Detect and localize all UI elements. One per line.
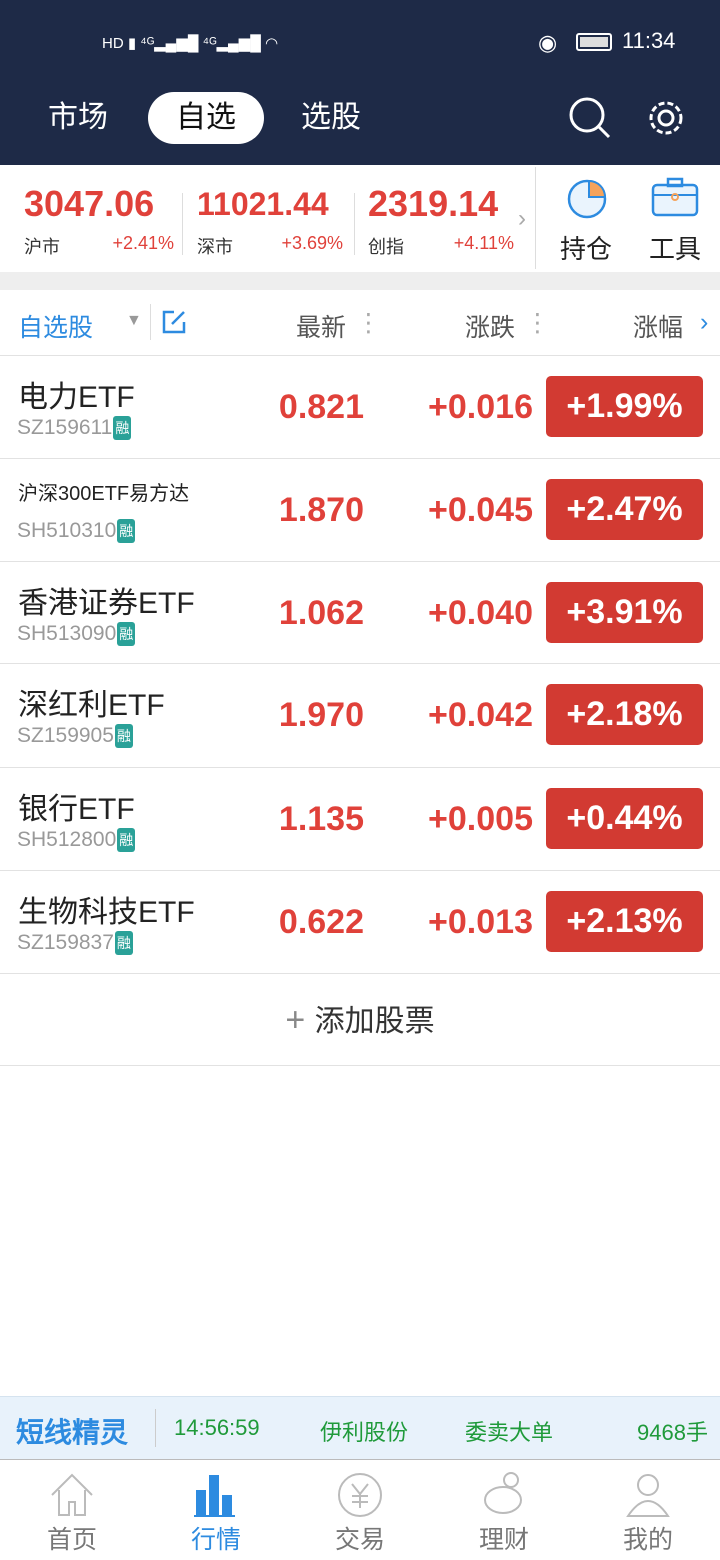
index-strip: 3047.06 沪市 +2.41% 11021.44 深市 +3.69% 2319.14… [0,165,720,272]
stock-change: +0.045 [428,491,533,529]
search-icon[interactable] [566,95,614,141]
ticker-time: 14:56:59 [174,1415,260,1440]
sort-pct[interactable]: 涨幅 [633,314,684,342]
index-sh[interactable]: 3047.06 沪市 +2.41% [24,183,174,257]
stock-row[interactable]: 银行ETF SH512800 融 1.135 +0.005 +0.44% [0,768,720,871]
stock-row[interactable]: 生物科技ETF SZ159837 融 0.622 +0.013 +2.13% [0,871,720,974]
stock-name: 生物科技ETF [18,896,195,929]
stock-price: 0.622 [278,903,364,941]
gear-icon[interactable] [643,95,689,141]
margin-badge: 融 [117,622,136,647]
pie-chart-icon [567,179,607,219]
tools-button[interactable]: 工具 [649,234,702,264]
stock-pct-badge: +0.44% [546,788,703,849]
eye-icon: ◉ [538,30,558,55]
stock-price: 0.821 [278,388,364,426]
index-cyb[interactable]: 2319.14 创指 +4.11% [368,183,514,257]
stock-change: +0.042 [428,696,533,734]
margin-badge: 融 [117,519,136,544]
stock-pct-badge: +3.91% [546,582,703,643]
ticker-volume: 9468手 [637,1420,708,1445]
ticker-brand: 短线精灵 [16,1417,129,1448]
tab-quotes[interactable]: 行情 [144,1460,288,1560]
tab-watchlist[interactable]: 自选 [148,92,264,144]
stock-name: 电力ETF [18,381,135,414]
stock-price: 1.135 [278,800,364,838]
divider [0,272,720,290]
stock-change: +0.040 [428,594,533,632]
group-selector[interactable]: 自选股 [18,314,94,342]
stock-change: +0.005 [428,800,533,838]
tab-me[interactable]: 我的 [576,1460,720,1560]
stock-code: SH512800 融 [17,828,136,853]
home-icon [51,1473,93,1516]
tab-wealth[interactable]: 理财 [432,1460,576,1560]
margin-badge: 融 [114,724,133,749]
stock-name: 银行ETF [18,793,135,826]
stock-pct-badge: +1.99% [546,376,703,437]
stock-change: +0.016 [428,388,533,426]
ticker-event: 委卖大单 [465,1420,554,1445]
stock-code: SH513090 融 [17,622,136,647]
piggy-bank-icon [484,1472,522,1514]
stock-price: 1.870 [278,491,364,529]
battery-icon [576,33,612,51]
bottom-tab-bar: 首页 行情 交易 理财 我的 [0,1460,720,1560]
edit-icon[interactable] [161,309,187,335]
list-header: 自选股 ▼ 最新 ⋮ 涨跌 ⋮ 涨幅 › [0,290,720,356]
tab-market[interactable]: 市场 [48,101,108,134]
margin-badge: 融 [114,931,133,956]
stock-name: 香港证券ETF [18,587,195,620]
clock: 11:34 [622,28,676,53]
chevron-right-icon[interactable]: › [700,308,709,336]
top-header: HD ▮ ⁴ᴳ▂▄▆█ ⁴ᴳ▂▄▆█ ◠ ◉ 11:34 市场 自选 选股 [0,0,720,165]
add-stock-button[interactable]: + 添加股票 [0,974,720,1066]
toolbox-icon [651,177,699,217]
bar-chart-icon [194,1475,235,1517]
sort-latest[interactable]: 最新 [296,314,347,342]
caret-down-icon[interactable]: ▼ [126,312,142,329]
margin-badge: 融 [117,828,136,853]
stock-pct-badge: +2.47% [546,479,703,540]
sort-handle-icon: ⋮ [525,309,550,337]
stock-code: SZ159611 融 [17,416,132,441]
stock-price: 1.970 [278,696,364,734]
stock-change: +0.013 [428,903,533,941]
stock-code: SH510310 融 [17,519,136,544]
tab-home[interactable]: 首页 [0,1460,144,1560]
stock-code: SZ159905 融 [17,724,133,749]
signal-icons: HD ▮ ⁴ᴳ▂▄▆█ ⁴ᴳ▂▄▆█ ◠ [102,35,279,52]
sort-change[interactable]: 涨跌 [465,314,516,342]
stock-code: SZ159837 融 [17,931,133,956]
stock-pct-badge: +2.18% [546,684,703,745]
ticker-stock: 伊利股份 [320,1420,409,1445]
stock-pct-badge: +2.13% [546,891,703,952]
stock-price: 1.062 [278,594,364,632]
tab-trade[interactable]: 交易 [288,1460,432,1560]
stock-row[interactable]: 沪深300ETF易方达 SH510310 融 1.870 +0.045 +2.47… [0,459,720,562]
stock-name: 沪深300ETF易方达 [18,483,190,505]
stock-row[interactable]: 深红利ETF SZ159905 融 1.970 +0.042 +2.18% [0,664,720,768]
stock-row[interactable]: 电力ETF SZ159611 融 0.821 +0.016 +1.99% [0,356,720,459]
sort-handle-icon: ⋮ [356,309,381,337]
holdings-button[interactable]: 持仓 [560,234,613,264]
tab-stock-picker[interactable]: 选股 [301,101,361,134]
yen-icon [338,1473,382,1517]
short-term-ticker[interactable]: 短线精灵 14:56:59 伊利股份 委卖大单 9468手 [0,1396,720,1460]
margin-badge: 融 [113,416,132,441]
chevron-right-icon[interactable]: › [518,205,526,232]
user-icon [626,1474,670,1517]
stock-name: 深红利ETF [18,689,165,722]
stock-row[interactable]: 香港证券ETF SH513090 融 1.062 +0.040 +3.91% [0,562,720,664]
plus-icon: + [285,1001,315,1039]
index-sz[interactable]: 11021.44 深市 +3.69% [197,186,343,257]
